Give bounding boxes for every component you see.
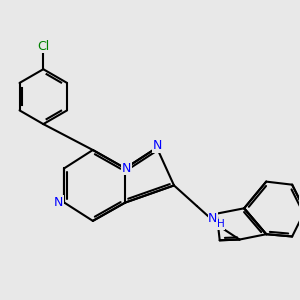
Text: Cl: Cl — [37, 40, 50, 53]
Text: N: N — [153, 139, 162, 152]
Text: N: N — [208, 212, 218, 225]
Text: N: N — [54, 196, 64, 209]
Text: H: H — [217, 219, 224, 229]
Text: N: N — [122, 162, 131, 175]
